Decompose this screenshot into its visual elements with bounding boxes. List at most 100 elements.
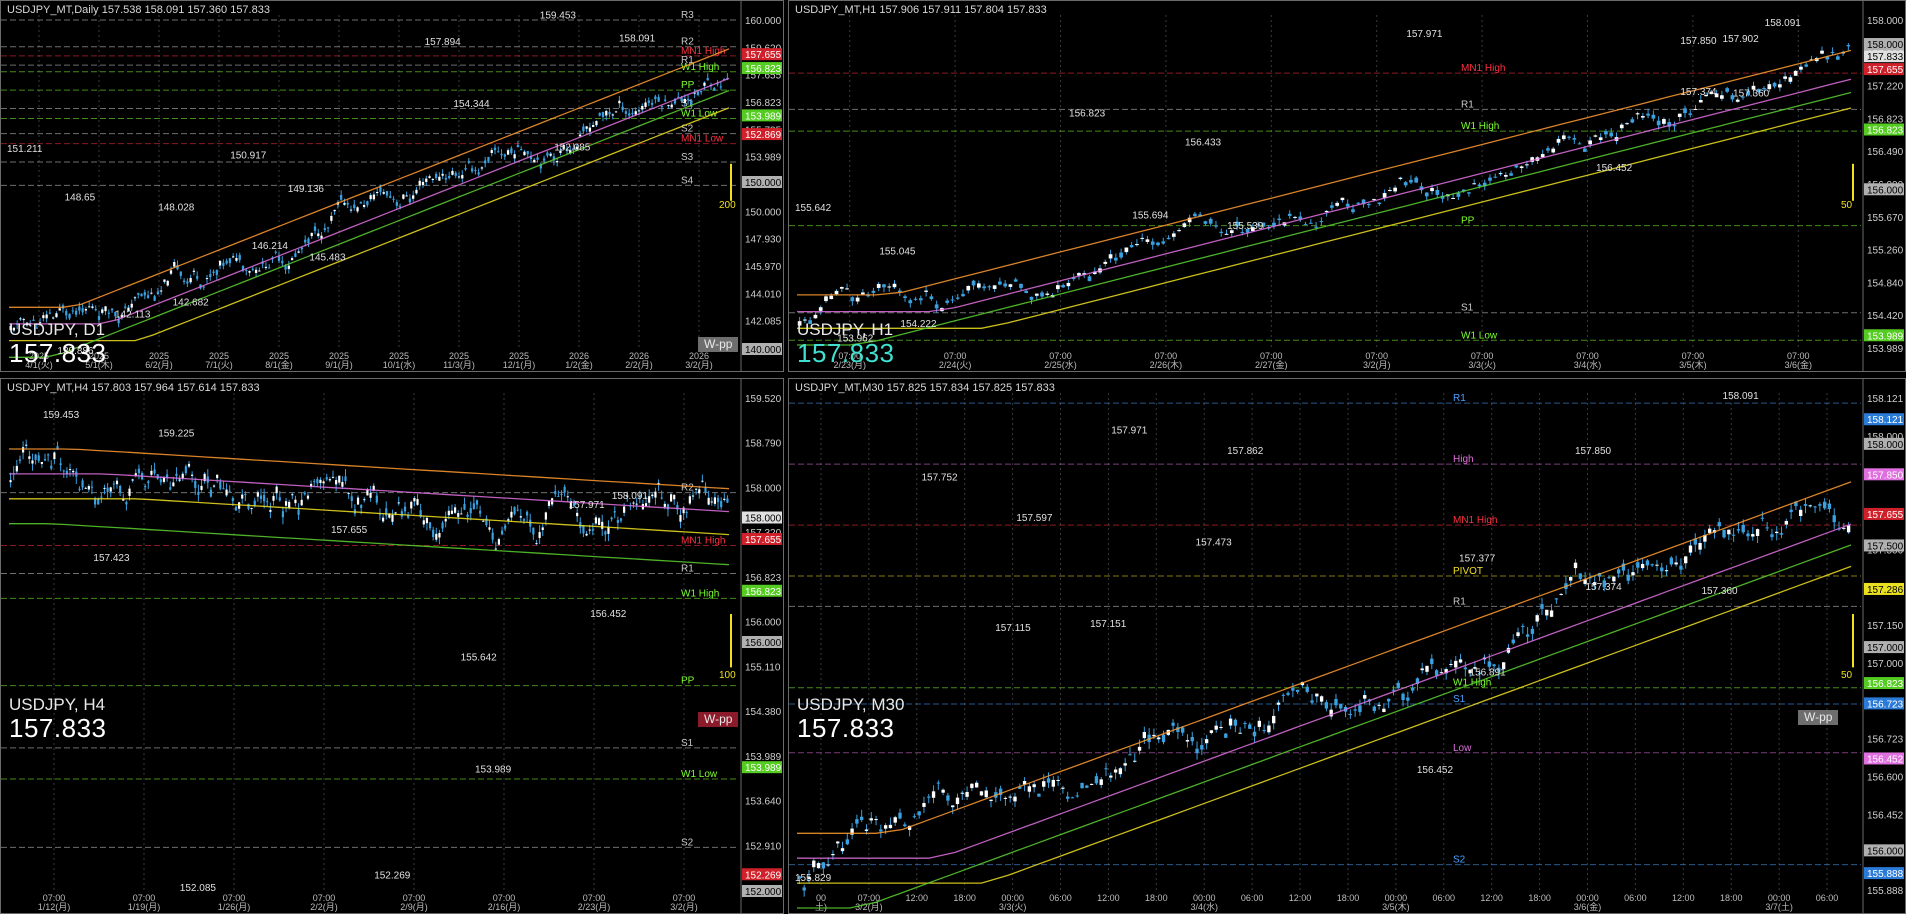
chart-panel-m30[interactable]: 00 土) 07:00 3/2(月) 12:00 18:00 00:00 3/3(火) 06:0…	[788, 378, 1906, 914]
wpp-button-d1[interactable]: W-pp	[698, 337, 739, 352]
candle-body	[284, 265, 287, 270]
candle-body	[533, 159, 536, 163]
candle-body	[415, 189, 418, 194]
candle-body	[1272, 715, 1276, 724]
candle-body	[1300, 681, 1305, 686]
candle-body	[1607, 577, 1611, 579]
candle-body	[434, 173, 438, 178]
price-axis-label: 142.085	[745, 317, 782, 328]
candle-body	[903, 296, 907, 299]
candle-body	[989, 799, 993, 802]
candle-body	[698, 489, 701, 494]
candle-body	[1439, 672, 1444, 674]
candle-body	[1784, 520, 1788, 525]
candle-body	[122, 499, 125, 501]
candle-body	[1731, 534, 1736, 536]
candle-body	[824, 296, 828, 302]
candle-body	[9, 325, 12, 331]
price-axis-label: 156.823	[745, 98, 782, 109]
price-annotation: 148.65	[65, 192, 96, 203]
candle-body	[338, 475, 341, 483]
candle-body	[256, 492, 259, 497]
candle-body	[1667, 122, 1672, 127]
price-annotation: 155.642	[461, 653, 498, 664]
price-annotation: 156.433	[1185, 138, 1222, 149]
candle-body	[186, 281, 189, 284]
candle-body	[101, 309, 104, 313]
candle-body	[497, 539, 501, 545]
candle-body	[1066, 796, 1070, 799]
candle-body	[1190, 737, 1194, 742]
candle-body	[68, 313, 71, 319]
candle-body	[510, 511, 513, 518]
candle-body	[1363, 695, 1367, 699]
candle-body	[1497, 667, 1501, 672]
candle-body	[1387, 698, 1391, 702]
candle-body	[1113, 769, 1118, 773]
price-axis-tag-label: 158.000	[745, 514, 782, 525]
price-axis-tag	[742, 62, 782, 75]
candle-body	[97, 498, 100, 505]
candle-body	[428, 522, 432, 529]
wpp-button-h4[interactable]: W-pp	[698, 712, 739, 727]
candle-body	[253, 500, 256, 506]
candle-body	[1388, 189, 1392, 191]
candle-body	[1567, 136, 1571, 138]
candle-body	[1519, 166, 1524, 169]
chart-panel-d1[interactable]: 2025 4/1(火) 2025 5/1(木) 2025 6/2(月) 2025 7/1(火)…	[0, 0, 784, 372]
candle-body	[235, 258, 238, 261]
candle-body	[1794, 501, 1798, 507]
candle-body	[203, 473, 206, 482]
candle-body	[62, 470, 65, 472]
candle-body	[1361, 199, 1366, 205]
level-label: S1	[681, 99, 694, 110]
candle-body	[808, 320, 813, 325]
chart-panel-h4[interactable]: 07:00 1/12(月) 07:00 1/19(月) 07:00 1/26(月) 07:0…	[0, 378, 784, 914]
wpp-button-m30[interactable]: W-pp	[1798, 710, 1839, 725]
candle-body	[598, 112, 601, 116]
candle-body	[1152, 734, 1156, 737]
candle-body	[1755, 529, 1760, 536]
indicator-line	[797, 565, 1852, 884]
candle-body	[695, 488, 698, 490]
level-label: W1 Low	[681, 109, 718, 120]
candle-body	[363, 499, 366, 501]
candle-body	[654, 96, 657, 100]
candle-body	[1645, 560, 1650, 566]
candle-body	[287, 265, 290, 270]
candle-body	[1511, 639, 1515, 644]
price-axis-tag	[1864, 468, 1904, 481]
candle-body	[1612, 576, 1616, 582]
candle-body	[1161, 734, 1166, 743]
candle-body	[1071, 277, 1076, 280]
candle-body	[1799, 509, 1803, 516]
candle-body	[869, 818, 873, 821]
candle-body	[407, 515, 410, 518]
candle-body	[184, 466, 187, 474]
candle-body	[601, 521, 604, 529]
candle-body	[1707, 528, 1712, 533]
chart-canvas-h4[interactable]: 07:00 1/12(月) 07:00 1/19(月) 07:00 1/26(月) 07:0…	[1, 379, 783, 913]
chart-header-d1: USDJPY_MT,Daily 157.538 158.091 157.360 …	[7, 4, 270, 16]
candle-body	[1572, 138, 1577, 140]
candle-body	[1128, 754, 1132, 756]
candle-body	[389, 195, 392, 198]
candle-body	[1535, 615, 1539, 622]
candle-body	[1087, 276, 1092, 282]
candle-body	[535, 543, 538, 545]
price-axis-label: 154.420	[1867, 311, 1904, 322]
candle-body	[93, 498, 97, 505]
candle-body	[1330, 205, 1334, 208]
candle-body	[1709, 91, 1714, 95]
chart-canvas-m30[interactable]: 00 土) 07:00 3/2(月) 12:00 18:00 00:00 3/3(火) 06:0…	[789, 379, 1905, 913]
candle-body	[1660, 567, 1664, 572]
chart-canvas-d1[interactable]: 2025 4/1(火) 2025 5/1(木) 2025 6/2(月) 2025 7/1(火)…	[1, 1, 783, 371]
time-label: 2025 8/1(金)	[265, 351, 293, 370]
candle-body	[42, 315, 45, 319]
chart-canvas-h1[interactable]: 07:00 2/23(月) 07:00 2/24(火) 07:00 2/25(水) 07:0…	[789, 1, 1905, 371]
chart-panel-h1[interactable]: 07:00 2/23(月) 07:00 2/24(火) 07:00 2/25(水) 07:0…	[788, 0, 1906, 372]
candle-body	[326, 227, 330, 229]
candle-body	[1683, 108, 1687, 114]
candle-body	[1310, 700, 1314, 703]
candle-body	[124, 306, 127, 308]
